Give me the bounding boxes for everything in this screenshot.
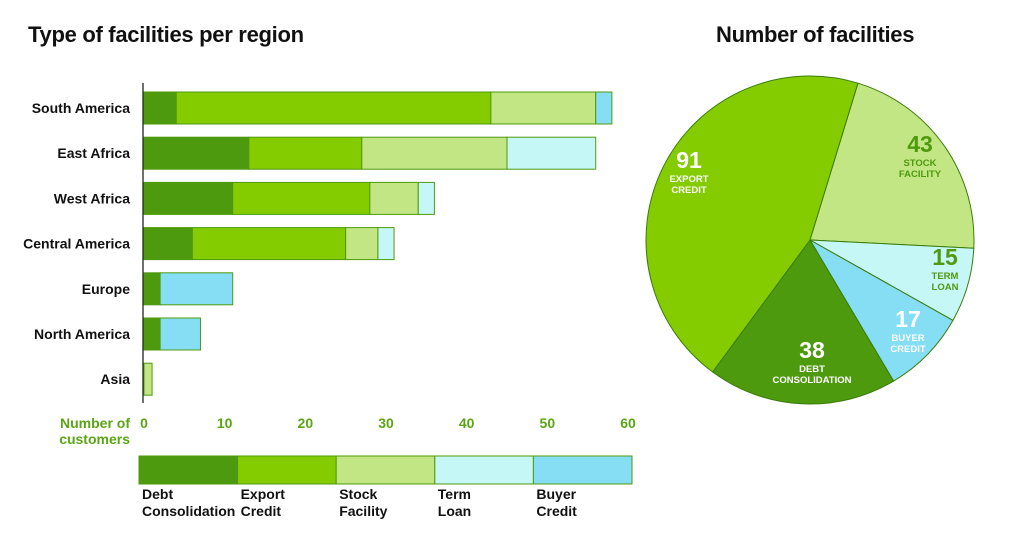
- pie-label-line-1: TERM: [932, 271, 959, 282]
- pie-slice-export-credit: [645, 75, 859, 373]
- pie-label-export-credit: EXPORT CREDIT: [669, 174, 708, 196]
- category-label-north-america: North America: [34, 326, 130, 342]
- stacked-bar-chart: South America East Africa West Africa Centr…: [23, 83, 636, 447]
- pie-label-buyer-credit: BUYER CREDIT: [890, 333, 926, 355]
- bar-segment-west-africa-stock-facility: [369, 181, 419, 215]
- pie-value-export-credit: 91: [676, 147, 702, 173]
- bar-segment-west-africa-export-credit: [232, 181, 371, 215]
- legend-label-line-2: Credit: [241, 503, 282, 519]
- bar-segment-east-africa-stock-facility: [361, 136, 508, 170]
- legend-label-line-1: Buyer: [536, 486, 576, 502]
- pie-value-term-loan: 15: [932, 244, 958, 270]
- bar-segment-europe-debt-consolidation: [143, 272, 161, 306]
- legend-swatch-export-credit: [237, 455, 337, 485]
- pie-label-debt-consolidation: DEBT CONSOLIDATION: [773, 364, 852, 386]
- pie-chart-title: Number of facilities: [716, 22, 915, 47]
- category-label-east-africa: East Africa: [57, 145, 130, 161]
- pie-label-line-1: BUYER: [891, 333, 924, 344]
- pie-slice-debt-consolidation: [711, 239, 895, 405]
- legend-swatch-stock-facility: [335, 455, 436, 485]
- bar-segment-north-america-buyer-credit: [159, 317, 201, 351]
- x-axis-label-line-2: customers: [59, 431, 130, 447]
- pie-value-debt-consolidation: 38: [799, 337, 825, 363]
- bar-segment-south-america-export-credit: [175, 91, 492, 125]
- legend-swatch-debt-consolidation: [138, 455, 239, 485]
- legend-label-export-credit: Export Credit: [241, 486, 286, 519]
- bar-segment-europe-buyer-credit: [159, 272, 234, 306]
- legend-label-term-loan: Term Loan: [438, 486, 471, 519]
- pie-label-term-loan: TERM LOAN: [932, 271, 959, 293]
- pie-slice-buyer-credit: [808, 238, 954, 382]
- legend-label-debt-consolidation: Debt Consolidation: [142, 486, 235, 519]
- legend-label-buyer-credit: Buyer Credit: [536, 486, 577, 519]
- pie-label-line-2: CREDIT: [890, 344, 926, 355]
- bar-segment-south-america-debt-consolidation: [143, 91, 177, 125]
- x-tick-label-60: 60: [620, 415, 636, 431]
- pie-value-stock-facility: 43: [907, 131, 933, 157]
- bar-segment-north-america-debt-consolidation: [143, 317, 161, 351]
- legend-label-line-2: Credit: [536, 503, 577, 519]
- x-tick-label-20: 20: [298, 415, 314, 431]
- x-tick-label-0: 0: [140, 415, 148, 431]
- pie-label-stock-facility: STOCK FACILITY: [899, 158, 942, 180]
- bar-segment-asia-stock-facility: [143, 362, 153, 396]
- bar-segment-west-africa-debt-consolidation: [143, 181, 234, 215]
- pie-label-line-1: EXPORT: [669, 174, 708, 185]
- x-tick-label-30: 30: [378, 415, 394, 431]
- bar-chart-title: Type of facilities per region: [28, 22, 304, 47]
- category-label-south-america: South America: [32, 100, 130, 116]
- bar-segment-central-america-export-credit: [191, 227, 347, 261]
- bar-segment-east-africa-export-credit: [248, 136, 363, 170]
- pie-label-line-2: LOAN: [932, 282, 959, 293]
- legend-label-line-1: Term: [438, 486, 471, 502]
- legend-label-line-1: Stock: [339, 486, 377, 502]
- pie-value-buyer-credit: 17: [895, 306, 921, 332]
- x-tick-label-10: 10: [217, 415, 233, 431]
- category-label-west-africa: West Africa: [54, 190, 130, 206]
- bar-segment-south-america-stock-facility: [490, 91, 597, 125]
- x-axis-label: Number of customers: [59, 415, 130, 447]
- legend-swatch-buyer-credit: [532, 455, 633, 485]
- pie-label-line-1: DEBT: [799, 364, 825, 375]
- legend-label-line-2: Facility: [339, 503, 387, 519]
- pie-label-line-2: CONSOLIDATION: [773, 375, 852, 386]
- bar-segment-south-america-buyer-credit: [595, 91, 613, 125]
- bar-segment-east-africa-debt-consolidation: [143, 136, 250, 170]
- category-label-europe: Europe: [82, 281, 130, 297]
- bar-segment-east-africa-term-loan: [506, 136, 597, 170]
- legend-label-line-2: Loan: [438, 503, 471, 519]
- legend-label-line-1: Export: [241, 486, 286, 502]
- x-tick-label-40: 40: [459, 415, 475, 431]
- category-label-asia: Asia: [100, 371, 130, 387]
- legend-label-line-1: Debt: [142, 486, 173, 502]
- x-tick-label-50: 50: [540, 415, 556, 431]
- x-axis-label-line-1: Number of: [60, 415, 130, 431]
- legend-label-line-2: Consolidation: [142, 503, 235, 519]
- bar-segment-central-america-term-loan: [377, 227, 395, 261]
- category-label-central-america: Central America: [23, 236, 130, 252]
- bar-segment-central-america-debt-consolidation: [143, 227, 193, 261]
- pie-slice-stock-facility: [809, 82, 975, 249]
- pie-label-line-1: STOCK: [903, 158, 936, 169]
- pie-label-line-2: FACILITY: [899, 169, 942, 180]
- bar-segment-west-africa-term-loan: [417, 181, 435, 215]
- legend-swatch-term-loan: [434, 455, 534, 485]
- legend-label-stock-facility: Stock Facility: [339, 486, 387, 519]
- bar-segment-central-america-stock-facility: [345, 227, 379, 261]
- pie-label-line-2: CREDIT: [671, 185, 707, 196]
